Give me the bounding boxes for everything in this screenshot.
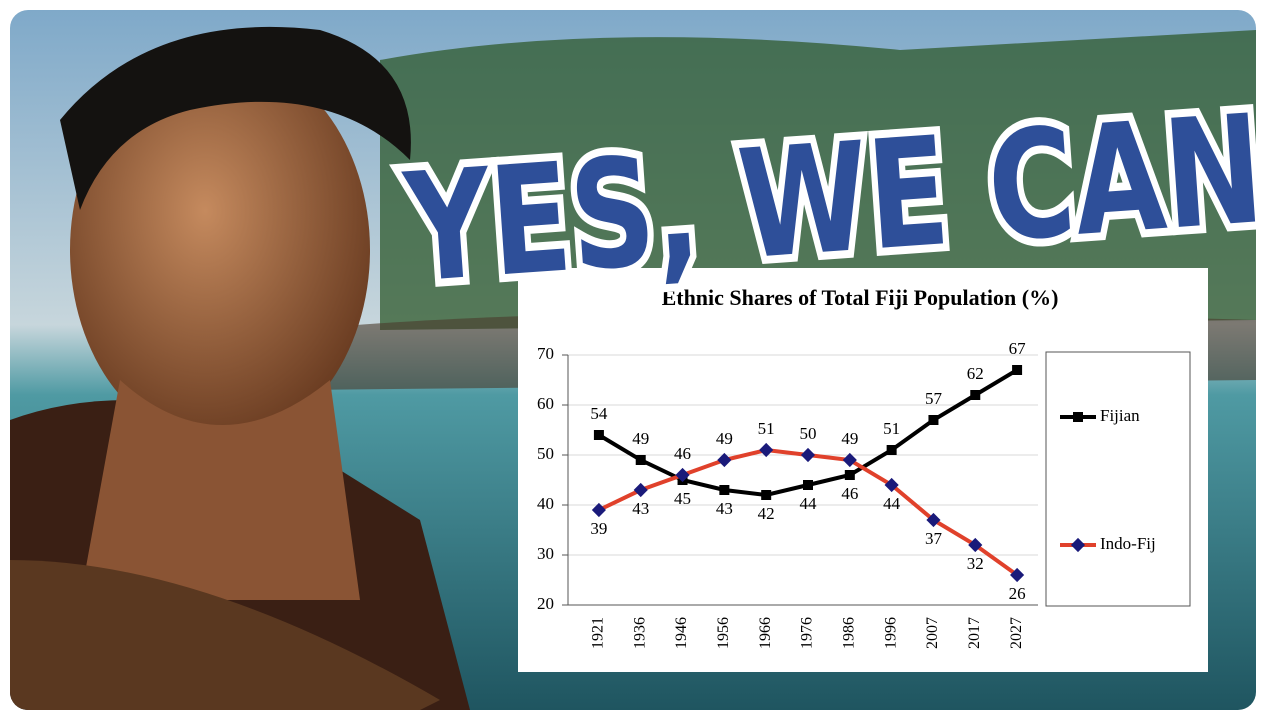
x-tick-label: 1976 xyxy=(799,617,816,649)
x-tick-label: 1921 xyxy=(590,617,607,649)
x-tick-label: 1996 xyxy=(882,617,899,649)
marker xyxy=(970,390,980,400)
y-tick-label: 50 xyxy=(537,444,554,463)
data-label: 49 xyxy=(716,429,733,448)
marker xyxy=(887,445,897,455)
data-label: 26 xyxy=(1009,584,1026,603)
marker xyxy=(803,480,813,490)
data-label: 42 xyxy=(758,504,775,523)
marker xyxy=(594,430,604,440)
marker xyxy=(636,455,646,465)
marker xyxy=(928,415,938,425)
legend-marker xyxy=(1073,412,1083,422)
data-label: 39 xyxy=(590,519,607,538)
x-tick-label: 1936 xyxy=(631,617,648,649)
marker xyxy=(1012,365,1022,375)
data-label: 44 xyxy=(800,494,818,513)
legend-label: Indo-Fij xyxy=(1100,534,1156,553)
data-label: 43 xyxy=(632,499,649,518)
y-tick-label: 30 xyxy=(537,544,554,563)
x-tick-label: 2027 xyxy=(1008,617,1025,649)
marker xyxy=(845,470,855,480)
x-tick-label: 1946 xyxy=(673,617,690,649)
data-label: 54 xyxy=(590,404,608,423)
data-label: 43 xyxy=(716,499,733,518)
data-label: 67 xyxy=(1009,339,1027,358)
data-label: 51 xyxy=(883,419,900,438)
data-label: 46 xyxy=(674,444,691,463)
data-label: 57 xyxy=(925,389,943,408)
data-label: 62 xyxy=(967,364,984,383)
page: Ethnic Shares of Total Fiji Population (… xyxy=(0,0,1266,718)
y-tick-label: 40 xyxy=(537,494,554,513)
data-label: 50 xyxy=(800,424,817,443)
thumbnail: Ethnic Shares of Total Fiji Population (… xyxy=(0,0,1266,718)
y-tick-label: 20 xyxy=(537,594,554,613)
marker xyxy=(761,490,771,500)
data-label: 49 xyxy=(841,429,858,448)
data-label: 51 xyxy=(758,419,775,438)
x-tick-label: 2007 xyxy=(924,617,941,649)
x-tick-label: 1966 xyxy=(757,617,774,649)
data-label: 32 xyxy=(967,554,984,573)
x-tick-label: 1986 xyxy=(840,617,857,649)
y-tick-label: 70 xyxy=(537,344,554,363)
data-label: 44 xyxy=(883,494,901,513)
x-tick-label: 1956 xyxy=(715,617,732,649)
marker xyxy=(719,485,729,495)
x-tick-label: 2017 xyxy=(966,617,983,649)
data-label: 37 xyxy=(925,529,943,548)
data-label: 49 xyxy=(632,429,649,448)
data-label: 45 xyxy=(674,489,691,508)
y-tick-label: 60 xyxy=(537,394,554,413)
legend-label: Fijian xyxy=(1100,406,1140,425)
data-label: 46 xyxy=(841,484,858,503)
